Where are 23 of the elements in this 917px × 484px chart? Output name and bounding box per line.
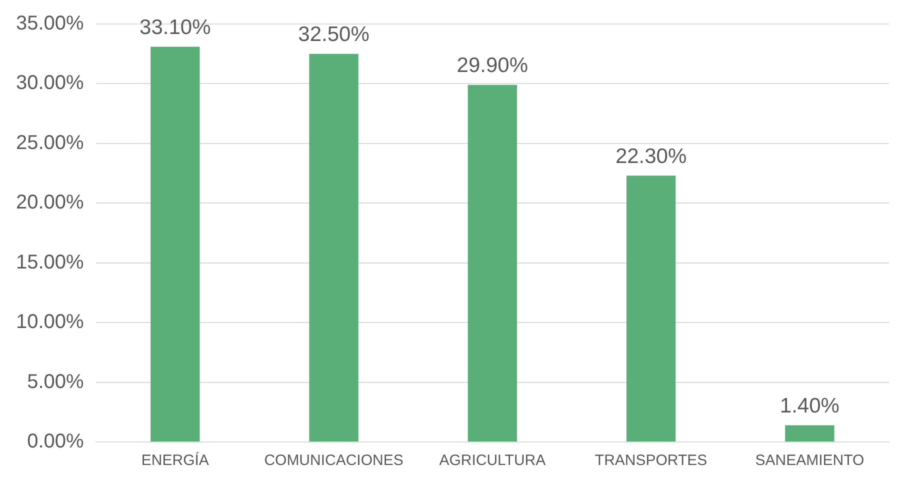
x-tick-label: ENERGÍA bbox=[141, 451, 209, 470]
data-label: 1.40% bbox=[780, 394, 840, 418]
bar bbox=[150, 46, 200, 442]
bar bbox=[468, 84, 518, 442]
x-tick-label: COMUNICACIONES bbox=[264, 452, 404, 470]
bar bbox=[309, 54, 358, 442]
y-tick-label: 30.00% bbox=[16, 72, 84, 94]
data-label: 22.30% bbox=[615, 144, 687, 168]
y-tick-label: 25.00% bbox=[16, 132, 84, 154]
bar bbox=[785, 425, 834, 442]
data-label: 29.90% bbox=[456, 54, 528, 78]
x-tick-label: AGRICULTURA bbox=[439, 452, 546, 470]
y-tick-label: 20.00% bbox=[16, 192, 84, 214]
data-label: 33.10% bbox=[140, 16, 211, 39]
x-tick-label: SANEAMIENTO bbox=[755, 452, 864, 470]
y-tick-label: 0.00% bbox=[27, 430, 84, 453]
y-tick-label: 10.00% bbox=[16, 311, 84, 334]
y-tick-label: 35.00% bbox=[16, 12, 84, 35]
y-tick-label: 5.00% bbox=[27, 370, 84, 393]
x-tick-label: TRANSPORTES bbox=[594, 452, 708, 470]
data-label: 32.50% bbox=[298, 23, 370, 46]
y-tick-label: 15.00% bbox=[16, 251, 84, 274]
bar bbox=[626, 176, 676, 442]
